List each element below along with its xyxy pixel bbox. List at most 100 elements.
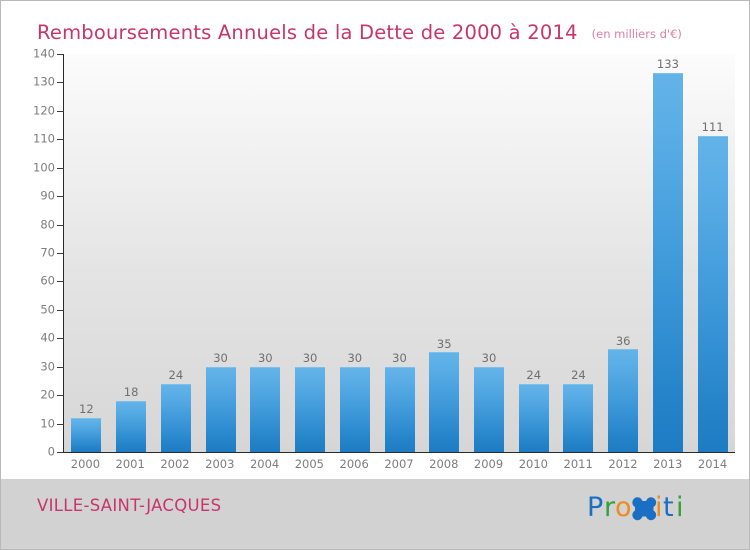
y-axis-tick-label: 90 — [40, 188, 55, 203]
bar-value-label: 18 — [123, 385, 139, 400]
bar-2009[interactable]: 30 — [473, 352, 504, 452]
bar-value-label: 36 — [615, 333, 631, 348]
y-axis-tick-label: 10 — [40, 415, 55, 430]
x-axis-tick-label: 2006 — [339, 457, 369, 471]
bar-slot: 30 — [467, 54, 512, 452]
bar-slot: 35 — [422, 54, 467, 452]
y-axis-tick-label: 70 — [40, 245, 55, 260]
y-axis-tick-label: 20 — [40, 387, 55, 402]
bar-slot: 30 — [332, 54, 377, 452]
y-axis-tick-label: 30 — [40, 358, 55, 373]
x-axis-tick-label: 2013 — [653, 457, 683, 471]
x-axis-tick-label: 2014 — [697, 457, 728, 471]
x-axis-tick-label: 2007 — [384, 457, 414, 471]
y-axis-tick-label: 130 — [33, 74, 55, 89]
y-axis-tick-label: 0 — [47, 444, 55, 459]
bar-value-label: 133 — [656, 57, 679, 72]
y-axis-tick-mark — [57, 366, 64, 368]
bar-2007[interactable]: 30 — [384, 352, 415, 452]
x-axis: 2000 2001 2002 2003 2004 2005 2006 2007 2008 2009… — [63, 455, 735, 475]
y-axis-tick-mark — [57, 253, 64, 254]
y-axis-tick-label: 110 — [33, 131, 55, 146]
bar-2006[interactable]: 30 — [339, 352, 370, 452]
y-axis-tick-label: 120 — [33, 103, 55, 118]
bar-slot: 111 — [690, 54, 735, 452]
bar-2004[interactable]: 30 — [250, 352, 281, 452]
y-axis-tick-label: 40 — [40, 330, 55, 345]
bar-2005[interactable]: 30 — [295, 352, 326, 452]
y-axis-tick-label: 50 — [40, 302, 55, 317]
proxiti-logo-icon: P r o i t i — [587, 492, 684, 523]
page-title: Remboursements Annuels de la Dette de 20… — [37, 21, 578, 44]
y-axis-tick-mark — [57, 309, 64, 311]
svg-text:r: r — [604, 492, 616, 523]
chart-footer: VILLE-SAINT-JACQUES P r o i t i — [1, 479, 749, 549]
bar-2003[interactable]: 30 — [205, 352, 236, 452]
bar-2001[interactable]: 18 — [116, 387, 147, 452]
y-axis-tick-mark — [57, 395, 64, 397]
bar-slot: 12 — [64, 54, 109, 452]
bar-slot: 30 — [243, 54, 288, 452]
svg-text:i: i — [655, 492, 663, 523]
svg-text:t: t — [663, 492, 674, 523]
y-axis-tick-mark — [57, 452, 64, 453]
y-axis-tick-label: 60 — [40, 273, 55, 288]
bar-value-label: 30 — [257, 351, 273, 365]
bar-2010[interactable]: 24 — [518, 370, 549, 452]
pinwheel-x-icon — [632, 497, 657, 521]
bar-2008[interactable]: 35 — [429, 338, 460, 452]
bar-slot: 18 — [109, 54, 154, 452]
bar-value-label: 24 — [168, 368, 184, 383]
x-axis-tick-label: 2003 — [205, 457, 235, 471]
bar-2013[interactable]: 133 — [652, 59, 683, 452]
x-axis-tick-label: 2004 — [249, 457, 280, 471]
bar-2012[interactable]: 36 — [608, 335, 639, 452]
city-name-label: VILLE-SAINT-JACQUES — [37, 496, 222, 515]
y-axis-tick-mark — [57, 423, 64, 425]
x-axis-tick-label: 2000 — [70, 457, 101, 471]
bar-value-label: 24 — [571, 368, 586, 383]
bar-value-label: 30 — [347, 351, 363, 365]
bar-slot: 24 — [556, 54, 601, 452]
bar-slot: 30 — [377, 54, 422, 452]
x-axis-tick-label: 2008 — [429, 457, 459, 471]
bar-2011[interactable]: 24 — [563, 370, 594, 452]
y-axis-tick-mark — [57, 338, 64, 340]
bar-value-label: 30 — [481, 351, 497, 365]
x-axis-tick-label: 2012 — [608, 457, 638, 471]
bar-value-label: 111 — [701, 120, 724, 135]
bar-series: 12 18 24 30 30 30 30 30 35 30 24 24 36 133 111 — [64, 54, 735, 452]
chart-header: Remboursements Annuels de la Dette de 20… — [1, 1, 749, 46]
bar-2014[interactable]: 111 — [697, 122, 728, 452]
y-axis-tick-label: 100 — [33, 159, 55, 174]
bar-value-label: 30 — [213, 351, 228, 365]
y-axis-tick-mark — [57, 110, 64, 112]
y-axis-tick-mark — [57, 139, 64, 141]
proxiti-logo[interactable]: P r o i t i — [587, 489, 699, 525]
bar-value-label: 12 — [79, 402, 94, 417]
y-axis-tick-label: 80 — [40, 216, 55, 231]
bar-slot: 133 — [646, 54, 691, 452]
y-axis-tick-mark — [57, 167, 64, 169]
x-axis-tick-label: 2010 — [518, 457, 548, 471]
bar-2002[interactable]: 24 — [160, 370, 191, 452]
bar-slot: 36 — [601, 54, 646, 452]
bar-slot: 30 — [288, 54, 333, 452]
bar-slot: 30 — [198, 54, 243, 452]
y-axis-tick-mark — [57, 224, 64, 226]
plot-area: 0 10 20 30 40 50 60 70 80 90 100 110 120 130 140 12 18 2… — [33, 48, 735, 457]
chart-subtitle: (en milliers d'€) — [591, 27, 682, 41]
y-axis-tick-mark — [57, 82, 64, 84]
svg-text:o: o — [615, 492, 632, 523]
svg-text:P: P — [587, 492, 603, 523]
bar-value-label: 24 — [526, 368, 542, 383]
bar-slot: 24 — [511, 54, 556, 452]
x-axis-tick-label: 2011 — [563, 457, 593, 471]
x-axis-tick-label: 2001 — [115, 457, 145, 471]
x-axis-tick-label: 2002 — [160, 457, 190, 471]
bar-2000[interactable]: 12 — [71, 404, 102, 452]
bar-value-label: 30 — [392, 351, 407, 365]
y-axis-tick-mark — [57, 54, 64, 55]
y-axis-tick-mark — [57, 196, 64, 198]
